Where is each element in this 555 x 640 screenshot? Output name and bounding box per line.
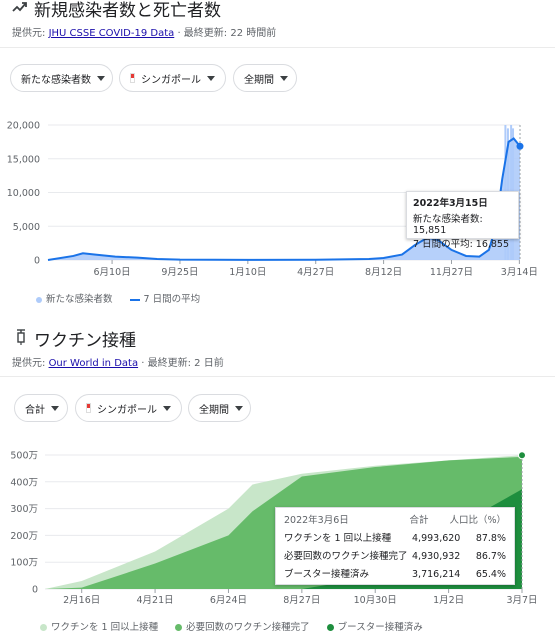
y-tick-label: 300万 xyxy=(10,504,38,515)
cases-tooltip: 2022年3月15日 新たな感染者数: 15,851 7 日間の平均: 16,8… xyxy=(406,191,519,250)
x-tick-label: 1月10日 xyxy=(229,267,266,278)
vaccine-title: ワクチン接種 xyxy=(34,331,136,351)
caret-down-icon xyxy=(97,75,105,81)
y-tick-label: 200万 xyxy=(10,531,38,542)
tooltip-row-pct: 65.4% xyxy=(475,569,506,580)
cases-source-link[interactable]: JHU CSSE COVID-19 Data xyxy=(48,28,175,39)
y-tick-label: 400万 xyxy=(10,477,38,488)
x-tick-label: 4月21日 xyxy=(137,595,174,606)
x-tick-label: 3月14日 xyxy=(501,267,538,278)
caret-down-icon xyxy=(235,405,243,411)
tooltip-row-pct: 87.8% xyxy=(475,533,506,544)
tooltip-row-label: 必要回数のワクチン接種完了 xyxy=(284,551,408,562)
caret-down-icon xyxy=(280,75,288,81)
hover-point xyxy=(518,451,526,460)
x-tick-label: 2月16日 xyxy=(63,595,100,606)
cases-source: 提供元: JHU CSSE COVID-19 Data · 最終更新: 22 時… xyxy=(12,28,277,39)
x-tick-label: 8月12日 xyxy=(365,267,402,278)
x-tick-label: 6月10日 xyxy=(94,267,131,278)
cases-country-dropdown[interactable]: シンガポール xyxy=(119,64,226,92)
vaccine-tooltip-date: 2022年3月6日 xyxy=(284,515,349,526)
vaccine-section: ワクチン接種 提供元: Our World in Data · 最終更新: 2 … xyxy=(0,315,555,640)
tooltip-row-label: ワクチンを 1 回以上接種 xyxy=(284,533,392,544)
tooltip-row-label: ブースター接種済み xyxy=(284,569,370,580)
cases-period-dropdown[interactable]: 全期間 xyxy=(233,64,297,92)
y-tick-label: 15,000 xyxy=(7,154,40,165)
singapore-flag-icon xyxy=(86,403,91,413)
y-tick-label: 0 xyxy=(34,256,40,267)
cases-tooltip-date: 2022年3月15日 xyxy=(413,198,488,209)
x-tick-label: 3月7日 xyxy=(506,595,537,606)
tooltip-row-total: 3,716,214 xyxy=(412,569,461,580)
cases-title: 新規感染者数と死亡者数 xyxy=(34,1,221,21)
trending-icon xyxy=(12,2,27,12)
legend-swatch-fully-vaccinated xyxy=(175,624,183,631)
caret-down-icon xyxy=(207,75,215,81)
vaccine-metric-dropdown[interactable]: 合計 xyxy=(14,394,68,422)
caret-down-icon xyxy=(163,405,171,411)
hover-point xyxy=(516,142,524,150)
tooltip-row-pct: 86.7% xyxy=(475,551,506,562)
cases-section: 新規感染者数と死亡者数 提供元: JHU CSSE COVID-19 Data … xyxy=(0,0,555,315)
singapore-flag-icon xyxy=(130,73,135,83)
vaccine-source-link[interactable]: Our World in Data xyxy=(48,358,139,369)
vaccine-legend: ワクチンを 1 回以上接種 必要回数のワクチン接種完了 ブースター接種済み xyxy=(40,619,423,633)
y-tick-label: 0 xyxy=(32,585,38,596)
x-tick-label: 1月2日 xyxy=(433,595,464,606)
y-tick-label: 500万 xyxy=(10,451,38,462)
x-tick-label: 11月27日 xyxy=(430,267,473,278)
x-tick-label: 4月27日 xyxy=(297,267,334,278)
y-tick-label: 10,000 xyxy=(7,188,40,199)
x-tick-label: 10月30日 xyxy=(354,595,397,606)
cases-tooltip-line1: 新たな感染者数: 15,851 xyxy=(413,214,483,236)
caret-down-icon xyxy=(51,405,59,411)
x-tick-label: 8月27日 xyxy=(283,595,320,606)
x-tick-label: 6月24日 xyxy=(210,595,247,606)
vaccine-tooltip-row: ワクチンを 1 回以上接種 4,993,620 87.8% xyxy=(284,530,506,548)
vaccine-country-dropdown[interactable]: シンガポール xyxy=(75,394,182,422)
vaccine-source: 提供元: Our World in Data · 最終更新: 2 日前 xyxy=(12,358,224,369)
cases-legend: 新たな感染者数 7 日間の平均 xyxy=(36,291,200,305)
vaccine-period-dropdown[interactable]: 全期間 xyxy=(188,394,251,422)
y-tick-label: 5,000 xyxy=(13,222,40,233)
vaccine-tooltip-rows: ワクチンを 1 回以上接種 4,993,620 87.8% 必要回数のワクチン接種完了… xyxy=(284,530,506,584)
y-tick-label: 20,000 xyxy=(7,121,40,132)
cases-tooltip-line2: 7 日間の平均: 16,855 xyxy=(413,239,510,250)
tooltip-row-total: 4,930,932 xyxy=(412,551,461,562)
legend-swatch-booster xyxy=(326,624,334,631)
tooltip-row-total: 4,993,620 xyxy=(412,533,461,544)
x-tick-label: 9月25日 xyxy=(161,267,198,278)
line-legend-swatch xyxy=(129,298,140,301)
cases-metric-dropdown[interactable]: 新たな感染者数 xyxy=(10,64,113,92)
vaccine-tooltip-row: 必要回数のワクチン接種完了 4,930,932 86.7% xyxy=(284,548,506,566)
bar-legend-swatch xyxy=(36,296,42,303)
vaccine-tooltip-row: ブースター接種済み 3,716,214 65.4% xyxy=(284,566,506,584)
legend-swatch-first-dose xyxy=(40,624,47,631)
y-tick-label: 100万 xyxy=(10,558,38,569)
vaccine-tooltip: 2022年3月6日 合計 人口比（%） ワクチンを 1 回以上接種 4,993,6… xyxy=(275,507,515,585)
syringe-icon xyxy=(17,329,25,345)
